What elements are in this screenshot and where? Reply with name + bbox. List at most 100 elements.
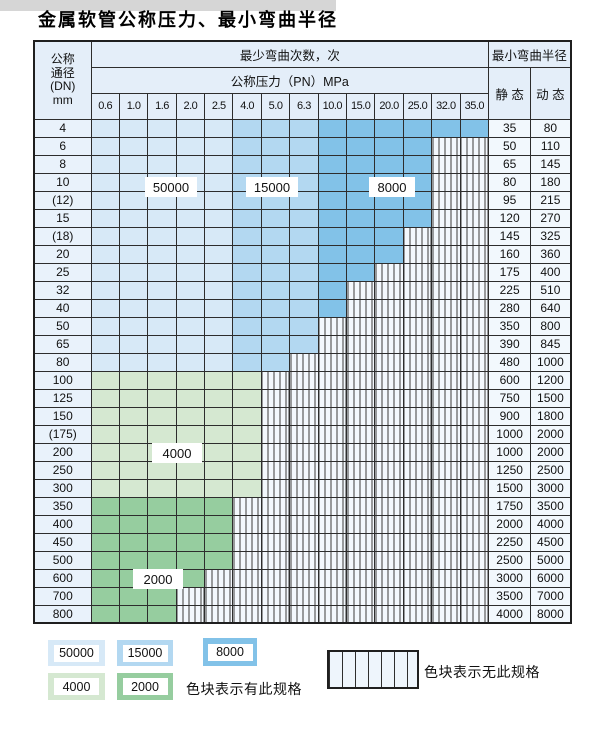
spec-cell [204, 478, 234, 498]
spec-cell [147, 496, 177, 516]
spec-cell [289, 136, 319, 156]
spec-cell [90, 262, 120, 282]
table-row: 300 1500 3000 [33, 478, 572, 498]
no-spec-cell [431, 406, 461, 426]
no-spec-cell [289, 460, 319, 480]
spec-cell [147, 280, 177, 300]
pressure-col-header: 20.0 [374, 92, 404, 120]
no-spec-cell [346, 316, 376, 336]
no-spec-cell [346, 406, 376, 426]
no-spec-cell [289, 352, 319, 372]
no-spec-cell [374, 496, 404, 516]
spec-cell [402, 208, 433, 228]
dynamic-radius-cell: 110 [530, 136, 572, 156]
no-spec-cell [431, 334, 461, 354]
static-radius-cell: 900 [488, 406, 532, 426]
header-row-1: 公称 通径 (DN) mm 最少弯曲次数，次 最小弯曲半径 [33, 40, 572, 120]
spec-cell [90, 316, 120, 336]
dynamic-radius-cell: 2000 [530, 442, 572, 462]
no-spec-cell [374, 586, 404, 606]
no-spec-cell [402, 442, 433, 462]
spec-cell [90, 532, 120, 552]
no-spec-cell [232, 496, 262, 516]
no-spec-cell [260, 406, 291, 426]
no-spec-cell [459, 352, 490, 372]
legend-swatch-label: 50000 [54, 644, 99, 662]
spec-cell [232, 208, 262, 228]
no-spec-cell [289, 604, 319, 624]
spec-cell [175, 406, 206, 426]
no-spec-cell [260, 442, 291, 462]
spec-cell [402, 136, 433, 156]
no-spec-cell [374, 604, 404, 624]
table-row: 800 4000 8000 [33, 604, 572, 624]
spec-cell [317, 190, 348, 210]
spec-cell [402, 118, 433, 138]
dn-cell: 10 [33, 172, 92, 192]
spec-cell [260, 118, 291, 138]
spec-cell [147, 298, 177, 318]
no-spec-cell [402, 460, 433, 480]
spec-cell [204, 190, 234, 210]
spec-cell [90, 550, 120, 570]
no-spec-cell [317, 550, 348, 570]
no-spec-cell [459, 172, 490, 192]
spec-cell [204, 172, 234, 192]
table-row: 8 65 145 [33, 154, 572, 174]
spec-cell [260, 352, 291, 372]
legend-swatch-8000: 8000 [203, 638, 257, 666]
spec-cell [118, 208, 149, 228]
spec-cell [232, 154, 262, 174]
no-spec-cell [402, 244, 433, 264]
spec-cell [90, 298, 120, 318]
spec-cell [317, 136, 348, 156]
pressure-header: 公称压力（PN）MPa [90, 66, 490, 94]
pressure-col-header: 4.0 [232, 92, 262, 120]
no-spec-cell [459, 568, 490, 588]
spec-cell [175, 208, 206, 228]
spec-cell [232, 244, 262, 264]
no-spec-cell [289, 532, 319, 552]
dn-cell: 20 [33, 244, 92, 264]
no-spec-cell [459, 388, 490, 408]
spec-cell [90, 586, 120, 606]
pressure-col-header: 35.0 [459, 92, 490, 120]
no-spec-cell [459, 208, 490, 228]
static-radius-cell: 1250 [488, 460, 532, 480]
spec-cell [175, 532, 206, 552]
spec-cell [346, 244, 376, 264]
spec-cell [147, 226, 177, 246]
no-spec-cell [175, 604, 206, 624]
no-spec-cell [346, 298, 376, 318]
legend-no-spec-swatch [327, 650, 419, 689]
spec-cell [260, 262, 291, 282]
no-spec-cell [317, 388, 348, 408]
table-row: 150 900 1800 [33, 406, 572, 426]
dn-column-header: 公称 通径 (DN) mm [33, 40, 92, 120]
no-spec-cell [431, 316, 461, 336]
no-spec-cell [402, 586, 433, 606]
spec-cell [147, 370, 177, 390]
dn-cell: 40 [33, 298, 92, 318]
spec-cell [147, 550, 177, 570]
no-spec-cell [374, 514, 404, 534]
static-radius-cell: 280 [488, 298, 532, 318]
no-spec-cell [374, 568, 404, 588]
no-spec-cell [459, 154, 490, 174]
no-spec-cell [402, 298, 433, 318]
spec-cell [118, 424, 149, 444]
no-spec-cell [317, 568, 348, 588]
spec-cell [90, 352, 120, 372]
spec-cell [175, 550, 206, 570]
no-spec-cell [317, 532, 348, 552]
spec-cell [232, 118, 262, 138]
no-spec-cell [459, 604, 490, 624]
spec-cell [402, 154, 433, 174]
spec-cell [118, 190, 149, 210]
spec-cell [289, 334, 319, 354]
static-radius-cell: 480 [488, 352, 532, 372]
spec-cell [346, 208, 376, 228]
table-wrap: 公称 通径 (DN) mm 最少弯曲次数，次 最小弯曲半径 公称压力（PN）MP… [33, 40, 572, 624]
spec-cell [175, 478, 206, 498]
